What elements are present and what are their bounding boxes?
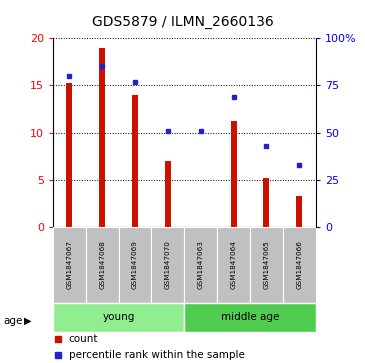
- Bar: [53, 303, 184, 332]
- Text: middle age: middle age: [221, 313, 279, 322]
- Bar: [231, 121, 237, 227]
- Text: count: count: [69, 334, 98, 344]
- Text: GSM1847063: GSM1847063: [198, 241, 204, 289]
- Bar: [165, 161, 171, 227]
- Text: ▶: ▶: [24, 316, 31, 326]
- Bar: [151, 227, 184, 303]
- Text: GSM1847065: GSM1847065: [264, 241, 269, 289]
- Bar: [264, 178, 269, 227]
- Text: GSM1847070: GSM1847070: [165, 241, 171, 289]
- Bar: [132, 95, 138, 227]
- Text: GSM1847068: GSM1847068: [99, 241, 105, 289]
- Text: percentile rank within the sample: percentile rank within the sample: [69, 350, 245, 360]
- Text: GSM1847064: GSM1847064: [231, 241, 237, 289]
- Bar: [66, 82, 72, 227]
- Bar: [53, 227, 86, 303]
- Bar: [250, 227, 283, 303]
- Text: young: young: [103, 313, 135, 322]
- Bar: [184, 303, 316, 332]
- Bar: [283, 227, 316, 303]
- Bar: [119, 227, 151, 303]
- Text: GSM1847069: GSM1847069: [132, 241, 138, 289]
- Bar: [86, 227, 119, 303]
- Bar: [99, 48, 105, 227]
- Text: GSM1847067: GSM1847067: [66, 241, 72, 289]
- Bar: [296, 196, 302, 227]
- Bar: [217, 227, 250, 303]
- Bar: [184, 227, 217, 303]
- Text: GDS5879 / ILMN_2660136: GDS5879 / ILMN_2660136: [92, 15, 273, 29]
- Text: age: age: [4, 316, 23, 326]
- Text: GSM1847066: GSM1847066: [296, 241, 302, 289]
